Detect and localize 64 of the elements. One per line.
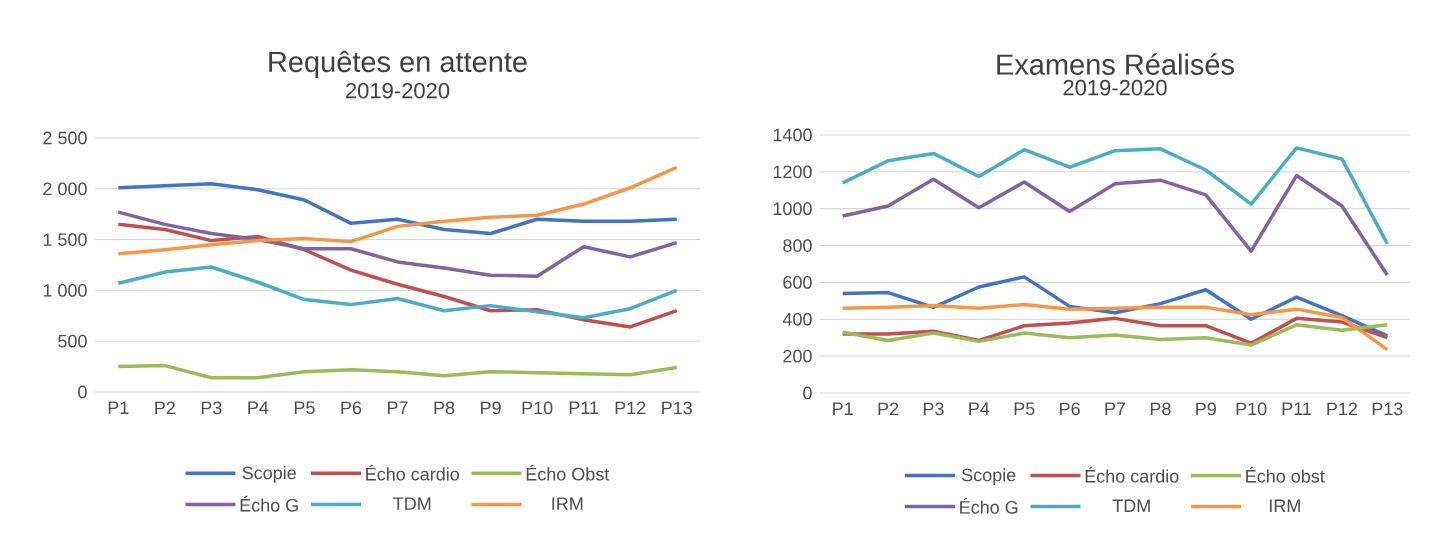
line-series xyxy=(116,165,679,256)
legend-label: IRM xyxy=(1269,499,1300,512)
chart-subtitle: 2019-2020 xyxy=(346,82,450,99)
y-tick-label: 2 500 xyxy=(43,131,87,145)
legend-label: IRM xyxy=(552,497,583,510)
x-tick-label: P7 xyxy=(1105,402,1126,415)
chart-subtitle: 2019-2020 xyxy=(1063,79,1167,96)
x-tick-label: P2 xyxy=(155,401,175,415)
x-tick-label: P8 xyxy=(434,401,455,415)
y-tick-label: 600 xyxy=(783,276,812,289)
x-tick-label: P12 xyxy=(615,401,646,415)
legend-label: Écho Obst xyxy=(526,464,610,481)
chart-title: Requêtes en attente xyxy=(269,50,527,78)
x-tick-label: P4 xyxy=(248,401,269,414)
line-series xyxy=(840,146,1390,246)
y-tick-label: 2 000 xyxy=(43,182,87,196)
legend-label: TDM xyxy=(1112,499,1150,512)
y-tick-label: 1400 xyxy=(773,128,812,142)
line-series xyxy=(116,363,679,380)
y-tick-label: 0 xyxy=(803,386,812,400)
y-tick-label: 400 xyxy=(782,312,812,326)
line-series xyxy=(116,181,679,236)
y-tick-label: 200 xyxy=(783,349,812,363)
x-tick-label: P7 xyxy=(387,401,408,414)
x-tick-label: P5 xyxy=(1014,402,1035,416)
line-series xyxy=(840,323,1390,347)
y-tick-label: 0 xyxy=(78,385,87,399)
y-tick-label: 1 000 xyxy=(43,284,87,297)
x-tick-label: P11 xyxy=(569,401,599,414)
y-tick-label: 1200 xyxy=(773,165,812,179)
x-tick-label: P4 xyxy=(969,402,990,415)
x-tick-label: P1 xyxy=(108,401,129,414)
x-tick-label: P10 xyxy=(1236,402,1267,416)
line-series xyxy=(116,210,679,278)
chart-title: Examens Réalisés xyxy=(997,53,1234,75)
legend-label: Écho obst xyxy=(1246,466,1325,483)
legend-label: Écho cardio xyxy=(1085,466,1179,483)
legend-label: Scopie xyxy=(962,468,1016,485)
legend-label: TDM xyxy=(393,497,431,510)
x-tick-label: P1 xyxy=(833,402,853,415)
y-tick-label: 800 xyxy=(783,239,812,252)
x-tick-label: P5 xyxy=(294,401,315,415)
y-tick-label: 1000 xyxy=(773,202,812,216)
x-tick-label: P6 xyxy=(341,401,362,415)
x-tick-label: P3 xyxy=(201,401,222,415)
x-tick-label: P13 xyxy=(1372,402,1403,416)
x-tick-label: P11 xyxy=(1282,402,1311,415)
legend-label: Écho G xyxy=(240,495,298,512)
line-series xyxy=(116,265,679,320)
y-tick-label: 1 500 xyxy=(43,233,87,246)
y-tick-label: 500 xyxy=(58,334,87,348)
x-tick-label: P3 xyxy=(923,402,944,416)
x-tick-label: P9 xyxy=(481,401,501,415)
line-series xyxy=(840,173,1390,277)
legend-label: Écho cardio xyxy=(366,464,459,481)
x-tick-label: P8 xyxy=(1150,402,1171,416)
legend-label: Écho G xyxy=(960,497,1018,514)
x-tick-label: P9 xyxy=(1196,402,1216,416)
x-tick-label: P13 xyxy=(662,401,692,415)
x-tick-label: P6 xyxy=(1060,402,1080,416)
legend-label: Scopie xyxy=(242,466,296,483)
x-tick-label: P10 xyxy=(522,401,553,415)
x-tick-label: P2 xyxy=(878,402,899,416)
x-tick-label: P12 xyxy=(1327,402,1358,416)
